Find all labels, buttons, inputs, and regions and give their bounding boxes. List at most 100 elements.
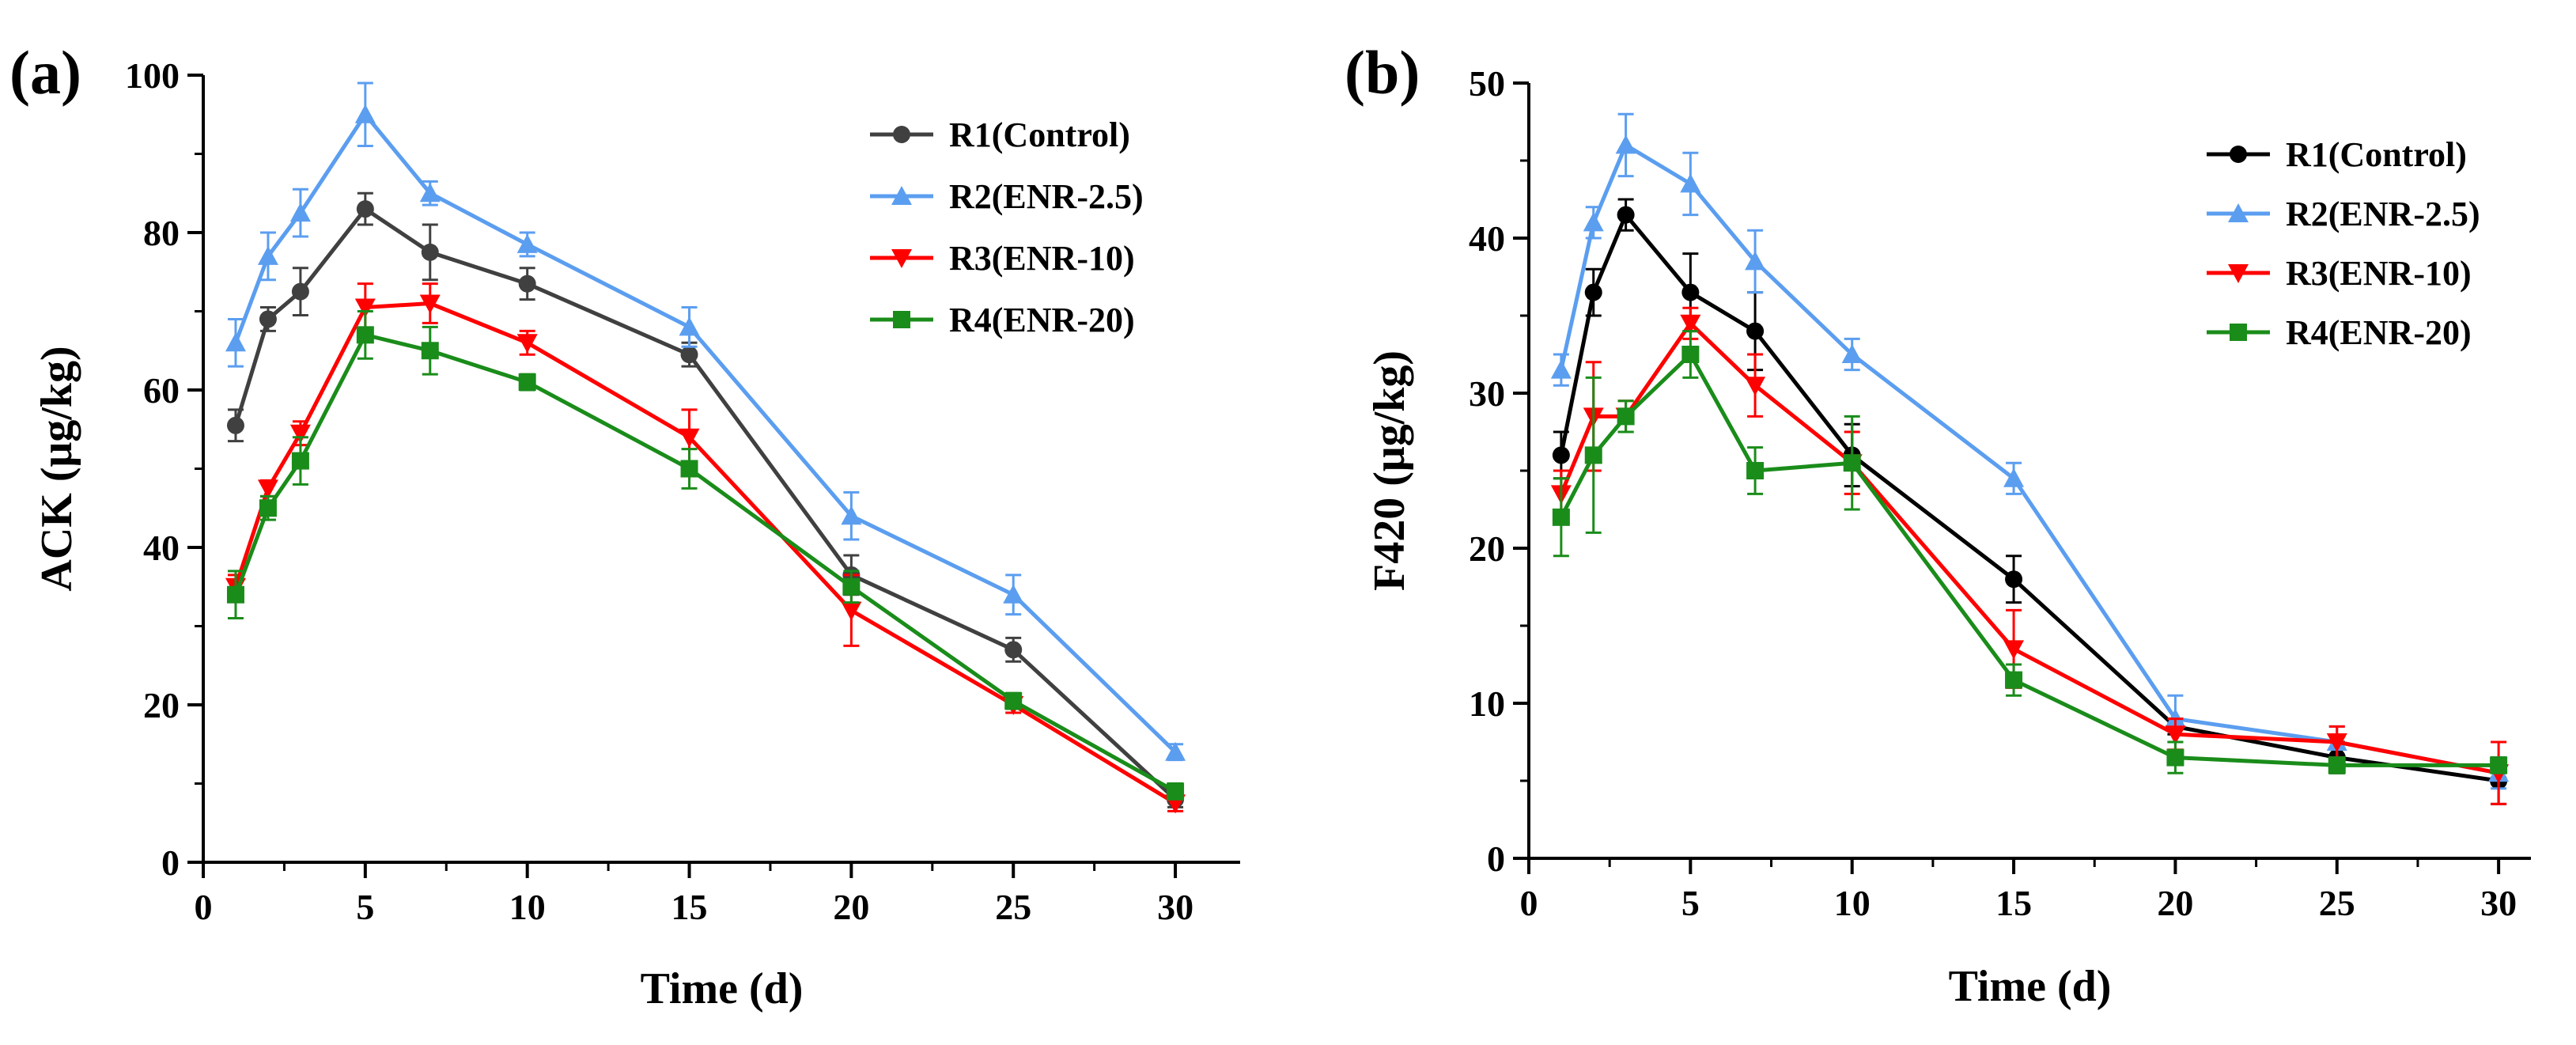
data-point	[2166, 748, 2184, 767]
y-tick-label: 0	[1487, 839, 1505, 879]
data-point	[1746, 462, 1765, 479]
data-point	[841, 601, 862, 621]
y-tick-label: 0	[161, 842, 180, 883]
data-point	[1681, 283, 1700, 301]
panel-label: (a)	[9, 38, 81, 107]
data-point	[225, 332, 246, 352]
series-line	[233, 111, 1177, 754]
data-point	[1680, 173, 1701, 193]
data-point	[2005, 671, 2023, 689]
x-tick-label: 15	[671, 887, 708, 927]
series-line	[1559, 350, 2499, 767]
series-2	[225, 81, 1186, 762]
data-point	[679, 428, 700, 448]
data-point	[1552, 446, 1570, 464]
legend-label: R4(ENR-20)	[949, 301, 1135, 339]
data-point	[354, 298, 376, 318]
legend-label: R1(Control)	[2286, 135, 2467, 174]
data-point	[1615, 134, 1636, 154]
x-tick-label: 15	[1995, 883, 2032, 923]
data-point	[679, 316, 700, 336]
series-3	[225, 282, 1186, 814]
data-point	[1745, 377, 1766, 396]
data-point	[289, 424, 311, 444]
legend-marker	[2230, 324, 2247, 341]
x-tick-label: 5	[356, 887, 374, 927]
legend-label: R4(ENR-20)	[2286, 313, 2472, 352]
data-point	[516, 334, 538, 354]
data-point	[1843, 454, 1861, 472]
y-tick-label: 50	[1469, 63, 1505, 104]
data-point	[1550, 359, 1572, 379]
data-point	[1004, 641, 1023, 659]
legend-marker	[893, 311, 910, 328]
data-point	[2005, 570, 2023, 589]
data-point	[226, 416, 244, 434]
legend-label: R1(Control)	[949, 115, 1130, 154]
data-point	[841, 505, 862, 525]
x-tick-label: 25	[2319, 883, 2355, 923]
data-point	[257, 245, 278, 265]
legend-marker	[2228, 264, 2249, 283]
data-point	[259, 310, 277, 328]
data-point	[518, 373, 536, 392]
x-tick-label: 10	[1834, 883, 1871, 923]
legend-label: R2(ENR-2.5)	[2286, 195, 2480, 233]
data-point	[2326, 733, 2347, 752]
data-point	[1584, 446, 1602, 464]
data-point	[2165, 725, 2186, 745]
data-point	[356, 326, 374, 344]
x-tick-label: 30	[2480, 883, 2517, 923]
series-line	[233, 206, 1177, 801]
data-point	[1745, 251, 1766, 271]
legend-label: R3(ENR-10)	[2286, 254, 2472, 293]
series-4	[1552, 330, 2508, 774]
series-line	[1559, 142, 2499, 775]
x-axis-title: Time (d)	[641, 964, 804, 1013]
x-tick-label: 10	[509, 887, 546, 927]
data-point	[1617, 206, 1635, 224]
data-point	[354, 104, 376, 123]
x-tick-label: 20	[2157, 883, 2193, 923]
data-point	[1746, 322, 1765, 340]
data-point	[291, 282, 309, 301]
series-line	[233, 301, 1177, 805]
legend-marker	[891, 249, 912, 268]
y-tick-label: 100	[125, 55, 180, 96]
chart-panel-a: 0 20 40 60 80 100 0 5 10 15 20 25 30 Time (d) ACK (μg/…	[9, 38, 1240, 1013]
data-point	[2003, 468, 2025, 487]
series-2	[1550, 112, 2510, 790]
y-axis-title: F420 (μg/kg)	[1365, 350, 1414, 591]
x-tick-label: 20	[833, 887, 869, 927]
data-point	[421, 243, 439, 261]
x-tick-label: 5	[1681, 883, 1700, 923]
x-tick-label: 0	[195, 887, 213, 927]
legend: R1(Control) R2(ENR-2.5) R3(ENR-10) R4(ENR-2…	[2207, 135, 2480, 352]
data-point	[1167, 782, 1185, 801]
y-tick-label: 30	[1469, 373, 1505, 414]
data-point	[842, 577, 861, 596]
legend-label: R2(ENR-2.5)	[949, 177, 1144, 216]
x-tick-label: 0	[1520, 883, 1538, 923]
legend: R1(Control) R2(ENR-2.5) R3(ENR-10) R4(ENR-2…	[870, 115, 1144, 339]
data-point	[516, 233, 538, 253]
series-line	[1559, 210, 2499, 783]
data-point	[226, 585, 244, 604]
data-point	[1165, 741, 1186, 761]
data-point	[680, 346, 698, 364]
legend-marker	[893, 126, 910, 143]
data-point	[1584, 283, 1602, 301]
y-tick-label: 40	[1469, 218, 1505, 259]
series-4	[226, 310, 1185, 801]
y-axis-title: ACK (μg/kg)	[32, 346, 81, 591]
y-tick-label: 40	[143, 528, 180, 568]
data-point	[356, 200, 374, 218]
data-point	[1004, 692, 1023, 710]
legend-label: R3(ENR-10)	[949, 239, 1135, 278]
data-point	[2328, 756, 2346, 774]
chart-panel-b: 0 10 20 30 40 50 0 5 10 15 20 25 30 Time (d) F420 (μg/…	[1345, 38, 2531, 1011]
y-tick-label: 20	[1469, 528, 1505, 569]
data-point	[419, 183, 441, 203]
panel-label: (b)	[1345, 38, 1420, 107]
